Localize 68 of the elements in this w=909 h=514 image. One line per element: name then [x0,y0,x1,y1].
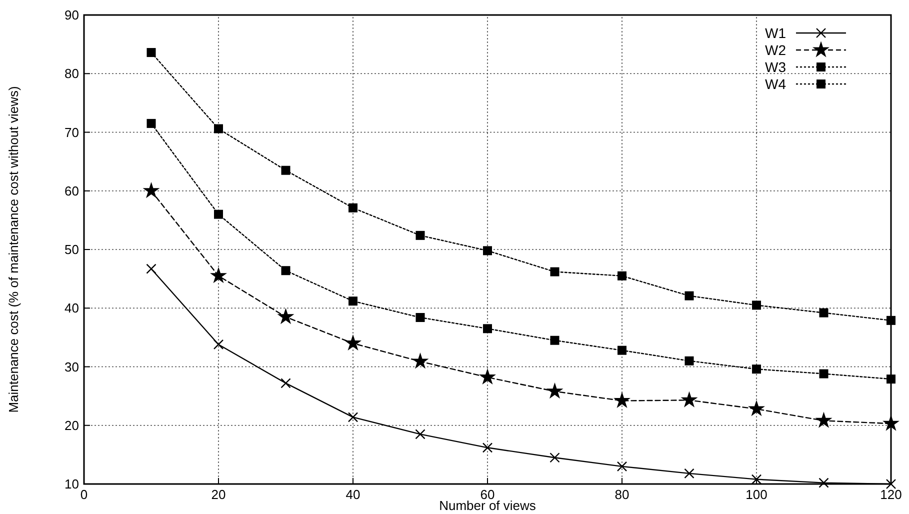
point [684,356,694,366]
point [214,124,223,134]
legend-label: W3 [765,58,786,75]
point [348,203,358,212]
point [482,442,493,453]
point [886,374,896,384]
point [144,183,159,198]
point [684,291,694,300]
y-axis-title: Maintenance cost (% of maintenance cost without views) [6,86,21,413]
point [616,461,628,472]
point [618,346,626,355]
point [213,339,224,350]
point [415,429,426,440]
x-tick-label: 40 [346,487,360,502]
y-tick-label: 60 [64,183,79,198]
y-tick-label: 70 [64,124,79,140]
point [146,264,156,274]
point [749,401,764,416]
point [483,246,492,256]
point [886,478,896,490]
x-tick-label: 0 [80,487,88,502]
point [483,324,492,334]
x-tick-label: 20 [211,487,226,502]
point [211,268,226,282]
point [682,392,697,407]
point [416,230,425,240]
point [550,267,560,276]
y-tick-label: 20 [64,418,79,433]
point [751,474,762,484]
point [819,369,828,378]
x-tick-label: 80 [614,487,630,502]
point [818,478,829,488]
legend-label: W1 [765,24,786,41]
x-tick-label: 100 [746,487,768,502]
point [480,369,495,384]
point [752,364,761,374]
point [752,300,761,310]
point [412,354,428,368]
y-tick-label: 90 [64,8,79,23]
point [884,416,898,430]
point [146,48,156,58]
point [348,412,358,422]
point [281,166,290,175]
point [280,378,291,388]
point [281,266,290,276]
point [614,392,630,408]
y-tick-label: 40 [64,300,79,316]
y-tick-label: 80 [64,66,79,82]
point [348,296,358,306]
y-tick-label: 50 [64,242,79,258]
point [816,412,832,428]
point [550,452,560,463]
y-tick-label: 30 [64,359,79,374]
point [346,335,360,350]
x-tick-label: 120 [880,487,902,502]
point [278,309,294,324]
point [618,271,626,280]
point [146,118,156,128]
point [819,308,828,318]
point [550,336,560,345]
legend-label: W4 [765,76,786,92]
point [886,316,896,325]
y-tick-label: 10 [64,476,79,492]
point [547,384,562,398]
point [214,210,223,219]
point [684,468,694,479]
legend-label: W2 [765,42,786,58]
point [416,313,425,322]
